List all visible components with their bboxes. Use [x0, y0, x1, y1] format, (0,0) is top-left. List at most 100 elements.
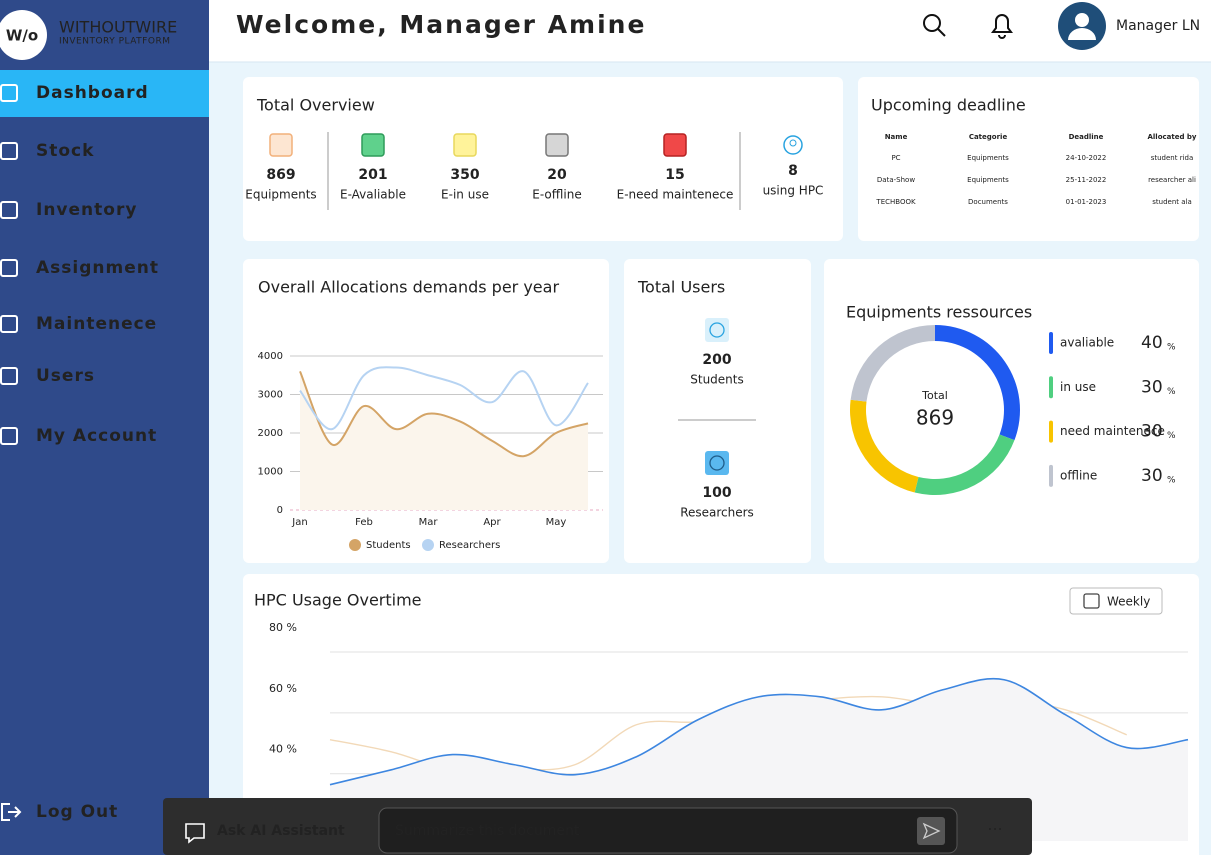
- user-count: 100: [702, 485, 731, 501]
- table-cell: student rida: [1151, 154, 1194, 162]
- nav-item[interactable]: Assignment: [36, 258, 159, 278]
- x-tick-label: Mar: [419, 517, 439, 528]
- avatar-body: [1068, 28, 1096, 40]
- center-value: 869: [916, 406, 954, 430]
- legend-label: need maintenece: [1060, 424, 1165, 438]
- assistant-label[interactable]: Ask AI Assistant: [217, 823, 345, 839]
- legend-label: in use: [1060, 380, 1096, 394]
- send-icon: [922, 822, 941, 840]
- logout-icon: [1, 803, 22, 821]
- y-tick-label: 1000: [258, 467, 283, 478]
- table-cell: researcher ali: [1148, 176, 1196, 184]
- logo-text: W/o: [6, 27, 38, 45]
- value-unit: %: [1167, 387, 1176, 397]
- nav-icon: [0, 259, 18, 277]
- user-icon-ring: [709, 322, 725, 338]
- line: [329, 677, 1189, 786]
- overview-label: E-need maintenece: [617, 188, 734, 202]
- legend-swatch: [1049, 464, 1053, 487]
- x-tick-label: Jan: [291, 517, 307, 528]
- nav-item[interactable]: Users: [36, 366, 95, 386]
- nav-item[interactable]: My Account: [36, 426, 157, 446]
- assistant-icon: [185, 823, 205, 844]
- user-count: 200: [702, 352, 731, 368]
- nav-icon: [0, 84, 18, 102]
- legend-swatch: [1049, 420, 1053, 443]
- assistant-placeholder: Summarize this document: [395, 823, 580, 839]
- status-icon: [663, 133, 687, 157]
- y-tick-label: 60 %: [269, 682, 297, 695]
- value-unit: %: [1167, 475, 1176, 485]
- status-icon: [545, 133, 569, 157]
- send-button[interactable]: [917, 817, 945, 845]
- y-tick-label: 2000: [258, 428, 283, 439]
- table-cell: Data-Show: [877, 176, 915, 184]
- legend-swatch: [1049, 332, 1053, 354]
- card-title: Total Users: [637, 278, 725, 297]
- overview-label: E-in use: [441, 188, 489, 202]
- legend-label: Researchers: [439, 540, 500, 551]
- bell-icon[interactable]: [991, 14, 1013, 39]
- nav-icon: [0, 142, 18, 160]
- search-icon[interactable]: [923, 14, 941, 32]
- deadline-card: [858, 77, 1199, 241]
- value-label: 40: [1141, 333, 1163, 353]
- table-cell: Documents: [968, 198, 1008, 206]
- table-header: Deadline: [1069, 133, 1104, 141]
- user-label: Students: [690, 373, 744, 387]
- overview-label: E-offline: [532, 188, 581, 202]
- line: [299, 370, 589, 458]
- nav-item[interactable]: Maintenece: [36, 314, 157, 334]
- value-unit: %: [1167, 431, 1176, 441]
- overview-label: using HPC: [763, 184, 824, 198]
- hpc-icon-head: [789, 139, 797, 147]
- card-title: Upcoming deadline: [871, 96, 1026, 115]
- brand: WITHOUTWIRE: [59, 18, 177, 37]
- overview-value: 8: [788, 163, 798, 179]
- table-cell: PC: [891, 154, 900, 162]
- logout[interactable]: Log Out: [36, 802, 118, 822]
- table-cell: Equipments: [967, 154, 1009, 162]
- filter-label[interactable]: Weekly: [1107, 595, 1150, 609]
- y-tick-label: 3000: [258, 390, 283, 401]
- overview-card: [243, 77, 843, 241]
- x-tick-label: Feb: [355, 517, 373, 528]
- overview-label: Equipments: [245, 188, 316, 202]
- y-tick-label: 40 %: [269, 743, 297, 756]
- table-cell: 25-11-2022: [1066, 176, 1107, 184]
- table-cell: 24-10-2022: [1066, 154, 1107, 162]
- assistant-input[interactable]: [378, 807, 958, 854]
- status-icon: [269, 133, 293, 157]
- nav-item[interactable]: Stock: [36, 141, 94, 161]
- donut-segment: [914, 434, 1015, 496]
- overview-value: 350: [450, 167, 479, 183]
- chart-title: Overall Allocations demands per year: [258, 278, 559, 297]
- nav-icon: [0, 201, 18, 219]
- user-icon: [705, 318, 729, 342]
- nav-icon: [0, 427, 18, 445]
- table-cell: student ala: [1152, 198, 1192, 206]
- chart-title: HPC Usage Overtime: [254, 591, 422, 610]
- nav-icon: [0, 367, 18, 385]
- nav-item[interactable]: Inventory: [36, 200, 137, 220]
- assistant-more[interactable]: ···: [987, 820, 1002, 839]
- status-icon: [361, 133, 385, 157]
- y-tick-label: 0: [277, 505, 283, 516]
- value-unit: %: [1167, 343, 1176, 353]
- legend-label: avaliable: [1060, 336, 1114, 350]
- nav-icon: [0, 315, 18, 333]
- value-label: 30: [1141, 422, 1163, 442]
- nav-active: [0, 70, 209, 117]
- value-label: 30: [1141, 377, 1163, 397]
- nav-item[interactable]: Dashboard: [36, 83, 149, 103]
- overview-value: 15: [665, 167, 684, 183]
- overview-value: 20: [547, 167, 567, 183]
- legend-label: Students: [366, 540, 411, 551]
- overview-value: 201: [358, 167, 387, 183]
- sidebar: [0, 0, 209, 855]
- search-handle: [937, 28, 946, 37]
- card-title: Total Overview: [256, 96, 375, 115]
- tagline: INVENTORY PLATFORM: [59, 37, 170, 47]
- legend-swatch: [1049, 376, 1053, 399]
- legend-swatch: [349, 539, 361, 551]
